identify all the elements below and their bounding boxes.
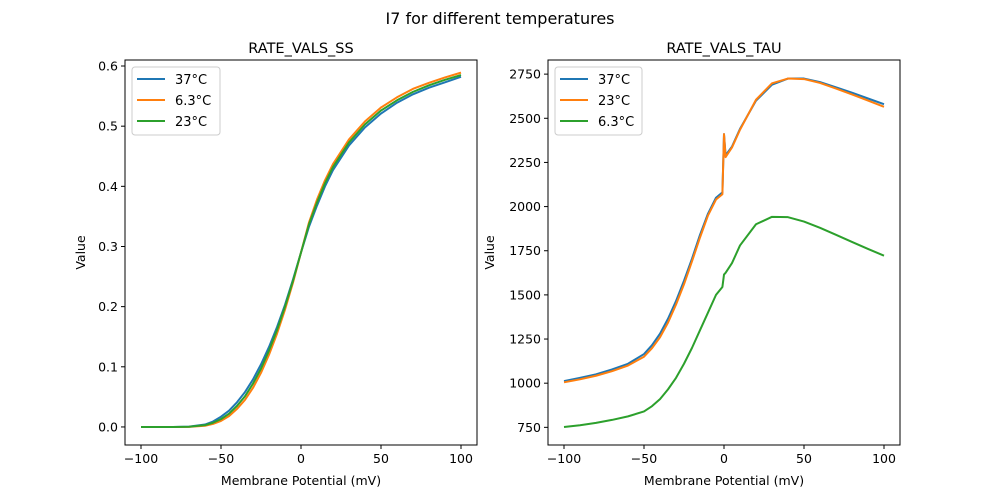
y-tick-label: 0.4 (98, 179, 118, 194)
x-tick-label: 100 (872, 451, 896, 466)
axis-ticks: −100 −50 0 50 100 750 1000 1250 1500 1750 2000 2250… (509, 67, 896, 466)
y-tick-label: 2750 (509, 67, 541, 82)
x-tick-label: −100 (124, 451, 158, 466)
x-tick-label: −100 (547, 451, 581, 466)
x-tick-label: 0 (297, 451, 305, 466)
legend-label: 37°C (175, 73, 207, 88)
y-axis-label: Value (73, 235, 88, 270)
axes-rate-vals-ss: RATE_VALS_SS Membrane Potential (mV) Val… (73, 41, 478, 488)
y-tick-label: 750 (517, 420, 541, 435)
y-tick-label: 0.5 (98, 119, 118, 134)
x-axis-label: Membrane Potential (mV) (221, 473, 381, 488)
series-line-1 (563, 77, 885, 384)
series-line-2 (141, 74, 462, 428)
y-tick-label: 0.0 (98, 419, 118, 434)
y-tick-label: 1250 (509, 332, 541, 347)
x-tick-label: −50 (631, 451, 657, 466)
y-axis-label: Value (482, 235, 497, 270)
axes-title: RATE_VALS_SS (248, 41, 353, 57)
legend: 37°C 6.3°C 23°C (131, 66, 221, 136)
legend-label: 23°C (175, 115, 207, 130)
axes-frame (547, 59, 901, 446)
x-tick-label: 50 (796, 451, 812, 466)
x-tick-label: 0 (720, 451, 728, 466)
legend-label: 6.3°C (598, 115, 634, 130)
y-tick-label: 2250 (509, 155, 541, 170)
axes-rate-vals-tau: RATE_VALS_TAU Membrane Potential (mV) Va… (482, 41, 901, 488)
y-tick-label: 2000 (509, 199, 541, 214)
legend-box (554, 66, 643, 136)
x-axis-label: Membrane Potential (mV) (644, 473, 804, 488)
y-tick-label: 0.2 (98, 299, 118, 314)
y-tick-label: 0.3 (98, 239, 118, 254)
axes-frame (124, 59, 478, 446)
legend-box (131, 66, 221, 136)
x-tick-label: −50 (208, 451, 234, 466)
figure-suptitle: I7 for different temperatures (385, 9, 614, 28)
x-tick-label: 50 (373, 451, 389, 466)
series-line-2 (563, 215, 885, 428)
legend-label: 6.3°C (175, 94, 211, 109)
plot-lines (563, 77, 885, 428)
legend-label: 37°C (598, 73, 630, 88)
y-tick-label: 1000 (509, 376, 541, 391)
y-tick-label: 0.6 (98, 59, 118, 74)
y-tick-label: 2500 (509, 111, 541, 126)
y-tick-label: 1750 (509, 243, 541, 258)
plot-lines (141, 71, 462, 428)
y-tick-label: 1500 (509, 287, 541, 302)
legend: 37°C 23°C 6.3°C (554, 66, 643, 136)
x-tick-label: 100 (449, 451, 473, 466)
y-tick-label: 0.1 (98, 359, 118, 374)
legend-label: 23°C (598, 94, 630, 109)
axis-ticks: −100 −50 0 50 100 0.0 0.1 0.2 0.3 0.4 0.5 0.6 (98, 59, 473, 466)
axes-title: RATE_VALS_TAU (666, 41, 781, 57)
